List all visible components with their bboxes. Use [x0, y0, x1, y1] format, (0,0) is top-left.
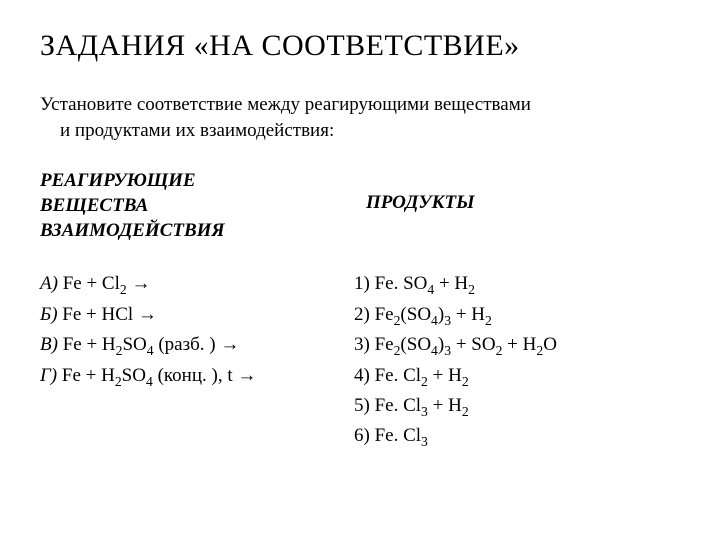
left-header-line-3: ВЗАИМОДЕЙСТВИЯ	[40, 219, 350, 244]
reagent-b: Б) Fe + HCl →	[40, 300, 350, 330]
reagent-g: Г) Fe + H2SO4 (конц. ), t →	[40, 361, 350, 391]
slide-title: ЗАДАНИЯ «НА СООТВЕТСТВИЕ»	[40, 28, 680, 64]
left-header-line-2: ВЕЩЕСТВА	[40, 194, 350, 219]
column-headers: РЕАГИРУЮЩИЕ ВЕЩЕСТВА ВЗАИМОДЕЙСТВИЯ ПРОД…	[40, 169, 680, 243]
right-header: ПРОДУКТЫ	[350, 169, 680, 243]
products-list: 1) Fe. SO4 + H2 2) Fe2(SO4)3 + H2 3) Fe2…	[350, 269, 680, 451]
intro-text: Установите соответствие между реагирующи…	[40, 92, 680, 143]
reagent-a: А) Fe + Cl2 →	[40, 269, 350, 299]
left-header-line-1: РЕАГИРУЮЩИЕ	[40, 169, 350, 194]
product-2: 2) Fe2(SO4)3 + H2	[354, 300, 680, 330]
content-columns: А) Fe + Cl2 → Б) Fe + HCl → В) Fe + H2SO…	[40, 269, 680, 451]
right-header-text: ПРОДУКТЫ	[366, 192, 475, 213]
reagent-v: В) Fe + H2SO4 (разб. ) →	[40, 330, 350, 360]
intro-line-2: и продуктами их взаимодействия:	[40, 118, 680, 144]
slide: ЗАДАНИЯ «НА СООТВЕТСТВИЕ» Установите соо…	[0, 0, 720, 540]
product-1: 1) Fe. SO4 + H2	[354, 269, 680, 299]
left-header: РЕАГИРУЮЩИЕ ВЕЩЕСТВА ВЗАИМОДЕЙСТВИЯ	[40, 169, 350, 243]
product-3: 3) Fe2(SO4)3 + SO2 + H2O	[354, 330, 680, 360]
product-4: 4) Fe. Cl2 + H2	[354, 361, 680, 391]
product-5: 5) Fe. Cl3 + H2	[354, 391, 680, 421]
reagents-list: А) Fe + Cl2 → Б) Fe + HCl → В) Fe + H2SO…	[40, 269, 350, 451]
product-6: 6) Fe. Cl3	[354, 421, 680, 451]
intro-line-1: Установите соответствие между реагирующи…	[40, 94, 531, 115]
